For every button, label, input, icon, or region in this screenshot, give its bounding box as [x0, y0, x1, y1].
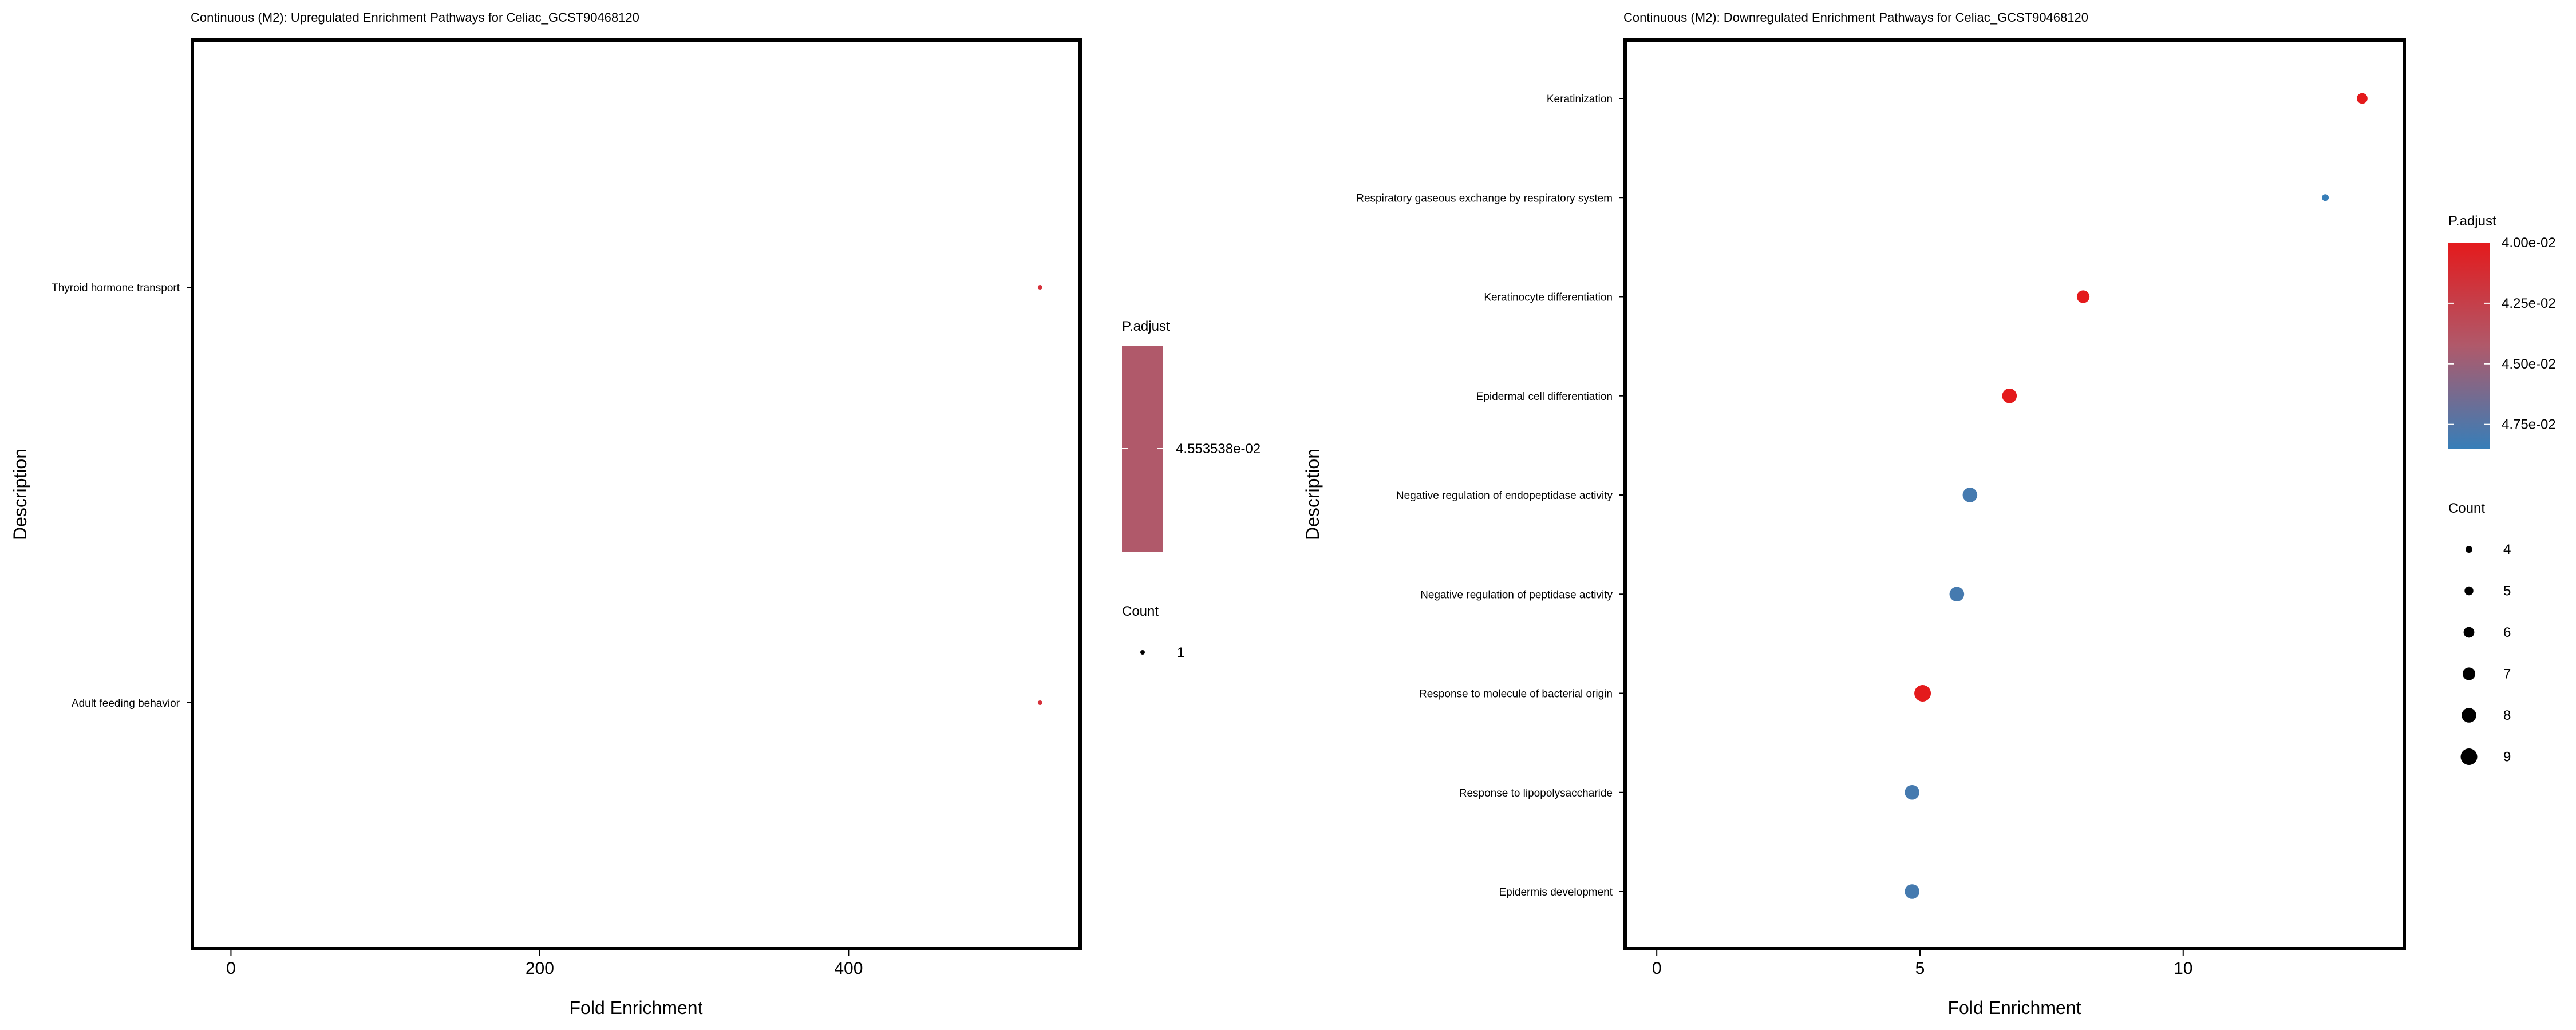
size-legend-dot — [2462, 708, 2476, 723]
size-legend-dot — [2463, 627, 2475, 638]
y-tick-label: Respiratory gaseous exchange by respirat… — [1356, 192, 1613, 204]
size-legend-label: 1 — [1177, 645, 1184, 660]
size-legend-dot — [1140, 650, 1145, 655]
color-legend-title: P.adjust — [1122, 319, 1170, 334]
x-axis: 0 5 10 — [1652, 949, 2192, 978]
x-tick-label: 10 — [2174, 959, 2192, 978]
y-tick-label: Response to molecule of bacterial origin — [1419, 688, 1613, 700]
color-legend: P.adjust 4.553538e-02 — [1122, 319, 1261, 552]
x-tick-label: 5 — [1915, 959, 1925, 978]
size-legend-dot — [2460, 748, 2478, 765]
color-legend-title: P.adjust — [2448, 213, 2496, 229]
size-legend-dot — [2466, 546, 2472, 553]
y-tick-label: Epidermis development — [1499, 886, 1613, 898]
point — [1962, 488, 1978, 502]
x-tick-label: 200 — [526, 959, 554, 978]
y-axis-label: Description — [10, 449, 30, 540]
color-bar — [1122, 346, 1163, 552]
point — [1914, 685, 1931, 702]
size-legend-title: Count — [2448, 501, 2485, 516]
chart-title: Continuous (M2): Upregulated Enrichment … — [191, 10, 639, 25]
color-legend-label: 4.75e-02 — [2502, 417, 2556, 433]
point — [2357, 93, 2368, 104]
x-tick-label: 0 — [1652, 959, 1662, 978]
y-axis: Keratinization Respiratory gaseous exchan… — [1356, 93, 1625, 898]
color-legend-ticks: 4.00e-02 4.25e-02 4.50e-02 4.75e-02 — [2448, 235, 2556, 433]
x-axis: 0 200 400 — [226, 949, 863, 978]
x-axis-label: Fold Enrichment — [570, 997, 703, 1018]
size-legend-label: 9 — [2503, 750, 2511, 765]
size-legend-label: 5 — [2503, 584, 2511, 599]
y-tick-label: Epidermal cell differentiation — [1476, 391, 1613, 403]
y-tick-label: Response to lipopolysaccharide — [1459, 787, 1613, 799]
size-legend-items: 4 5 6 7 8 9 — [2460, 542, 2511, 765]
size-legend: Count 1 — [1122, 604, 1184, 660]
size-legend-title: Count — [1122, 604, 1159, 619]
color-legend: P.adjust 4.00e-02 4.25e-02 4.50e-02 4.75e-0… — [2448, 213, 2556, 449]
point — [1037, 285, 1042, 290]
color-legend-label: 4.553538e-02 — [1176, 441, 1261, 457]
x-tick-label: 0 — [226, 959, 236, 978]
x-axis-label: Fold Enrichment — [1948, 997, 2081, 1018]
y-tick-label: Negative regulation of endopeptidase act… — [1396, 490, 1613, 502]
color-legend-label: 4.00e-02 — [2502, 235, 2556, 251]
y-axis-label: Description — [1302, 449, 1323, 540]
point — [1949, 587, 1965, 602]
x-tick-label: 400 — [834, 959, 863, 978]
plot-panel — [1623, 38, 2406, 950]
points — [1037, 285, 1042, 705]
size-legend-label: 4 — [2503, 542, 2511, 557]
y-tick-label: Thyroid hormone transport — [52, 282, 180, 294]
y-tick-label: Negative regulation of peptidase activit… — [1420, 589, 1613, 601]
y-axis: Thyroid hormone transport Adult feeding b… — [52, 282, 192, 710]
point — [2076, 290, 2090, 303]
point — [1037, 700, 1042, 705]
chart-title: Continuous (M2): Downregulated Enrichmen… — [1623, 10, 2088, 25]
upregulated-chart: Continuous (M2): Upregulated Enrichment … — [10, 10, 1261, 1018]
color-legend-label: 4.50e-02 — [2502, 356, 2556, 372]
point — [1905, 884, 1919, 899]
point — [1905, 785, 1919, 800]
size-legend-label: 8 — [2503, 708, 2511, 723]
y-tick-label: Keratinocyte differentiation — [1484, 292, 1613, 304]
size-legend-dot — [2464, 586, 2474, 596]
size-legend-dot — [2462, 667, 2476, 680]
color-legend-label: 4.25e-02 — [2502, 296, 2556, 311]
color-bar — [2448, 243, 2490, 449]
y-tick-label: Adult feeding behavior — [72, 698, 180, 710]
point — [2002, 388, 2017, 403]
y-tick-label: Keratinization — [1547, 93, 1613, 105]
plot-panel — [191, 38, 1082, 950]
size-legend-label: 7 — [2503, 667, 2511, 682]
size-legend-label: 6 — [2503, 625, 2511, 640]
points — [1905, 93, 2368, 899]
point — [2322, 194, 2329, 201]
downregulated-chart: Continuous (M2): Downregulated Enrichmen… — [1302, 10, 2556, 1018]
size-legend: Count 4 5 6 7 8 9 — [2448, 501, 2511, 765]
